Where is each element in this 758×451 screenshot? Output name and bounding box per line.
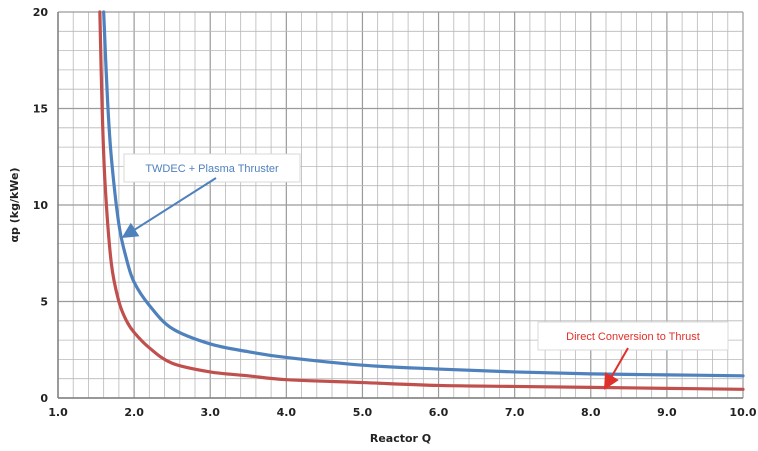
annotation-callout: Direct Conversion to Thrust bbox=[537, 321, 729, 390]
x-axis-title: Reactor Q bbox=[370, 432, 431, 445]
annotation-box bbox=[123, 153, 301, 183]
annotation-callout: TWDEC + Plasma Thruster bbox=[121, 153, 301, 239]
annotation-text: TWDEC + Plasma Thruster bbox=[145, 163, 279, 175]
y-tick-label: 20 bbox=[33, 6, 49, 19]
series bbox=[98, 10, 745, 391]
y-axis-title: αp (kg/kWe) bbox=[8, 167, 21, 242]
x-tick-label: 2.0 bbox=[124, 406, 144, 419]
y-tick-label: 15 bbox=[33, 103, 48, 116]
x-tick-label: 1.0 bbox=[48, 406, 68, 419]
y-tick-label: 0 bbox=[40, 392, 48, 405]
x-tick-label: 10.0 bbox=[729, 406, 756, 419]
annotations: TWDEC + Plasma Thruster Direct Conversion… bbox=[121, 153, 729, 390]
annotation-arrow bbox=[604, 347, 629, 390]
tick-labels: 1.0 2.0 3.0 4.0 5.0 6.0 7.0 8.0 9.0 10.0 0 5 10 15 20 bbox=[33, 6, 757, 419]
x-tick-label: 8.0 bbox=[581, 406, 601, 419]
annotation-box bbox=[537, 321, 729, 351]
x-tick-label: 7.0 bbox=[505, 406, 525, 419]
series-line-2 bbox=[98, 10, 745, 391]
y-tick-label: 5 bbox=[40, 296, 48, 309]
y-tick-label: 10 bbox=[33, 199, 49, 212]
annotation-arrow bbox=[121, 177, 217, 239]
series-line-1 bbox=[102, 10, 745, 378]
axes bbox=[57, 12, 743, 399]
x-tick-label: 6.0 bbox=[429, 406, 449, 419]
annotation-text: Direct Conversion to Thrust bbox=[566, 331, 700, 343]
x-tick-label: 4.0 bbox=[277, 406, 297, 419]
x-tick-label: 9.0 bbox=[657, 406, 677, 419]
x-tick-label: 5.0 bbox=[353, 406, 373, 419]
x-tick-label: 3.0 bbox=[200, 406, 220, 419]
